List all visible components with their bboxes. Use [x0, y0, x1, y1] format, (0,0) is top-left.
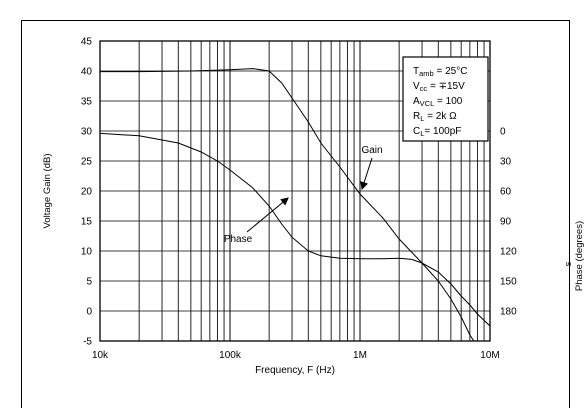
- y-tick-label: 25: [81, 157, 93, 168]
- series-line-phase: [100, 132, 490, 327]
- y-tick-label: 30: [81, 127, 93, 138]
- y-tick-label: 10: [81, 247, 93, 258]
- annotation-label-phase: Phase: [224, 234, 253, 245]
- x-tick-label: 10M: [480, 350, 499, 361]
- y-tick-label: 0: [86, 307, 92, 318]
- y-tick-label: 40: [81, 67, 93, 78]
- condition-line: AVCL = 100: [413, 96, 463, 108]
- y-tick-label: 35: [81, 97, 93, 108]
- series: [100, 68, 490, 341]
- phase-tick-label: 120: [500, 247, 517, 258]
- annotation-arrow-phase: [246, 197, 289, 233]
- annotations: Gain Phase: [224, 145, 383, 245]
- phase-tick-label: 180: [500, 307, 517, 318]
- phase-tick-label: 60: [500, 187, 512, 198]
- condition-line: RL = 2k Ω: [413, 111, 457, 123]
- condition-line: Vcc = ∓15V: [413, 81, 465, 93]
- y-tick-label: -5: [83, 337, 92, 348]
- axis-ticks: -5 0 5 10 15 20 25 30 35 40 45 10k 100k 1M 10M 0 30 60 90 1…: [81, 37, 517, 362]
- annotation-arrow-gain: [360, 157, 373, 190]
- phase-tick-label: 0: [500, 127, 506, 138]
- condition-line: CL= 100pF: [413, 126, 461, 138]
- y-tick-label: 45: [81, 37, 93, 48]
- phase-axis-extra: s: [563, 261, 574, 266]
- x-tick-label: 100k: [219, 350, 242, 361]
- phase-tick-label: 90: [500, 217, 512, 228]
- conditions-box: Tamb = 25°C Vcc = ∓15V AVCL = 100 RL = 2k Ω…: [402, 56, 489, 142]
- condition-line: Tamb = 25°C: [413, 66, 467, 78]
- figure-frame: [21, 20, 570, 408]
- y-tick-label: 5: [86, 277, 92, 288]
- y-tick-label: 20: [81, 187, 93, 198]
- phase-axis-title: Phase (degrees): [574, 221, 585, 291]
- phase-tick-label: 30: [500, 157, 512, 168]
- x-axis-title: Frequency, F (Hz): [255, 365, 335, 376]
- x-tick-label: 10k: [92, 350, 109, 361]
- conditions-box-frame: [402, 56, 489, 142]
- y-axis-title: Voltage Gain (dB): [42, 154, 53, 229]
- annotation-label-gain: Gain: [361, 145, 382, 156]
- x-tick-label: 1M: [353, 350, 367, 361]
- y-tick-label: 15: [81, 217, 93, 228]
- phase-tick-label: 150: [500, 277, 517, 288]
- plot-border: [99, 40, 491, 342]
- series-line-gain: [100, 68, 475, 341]
